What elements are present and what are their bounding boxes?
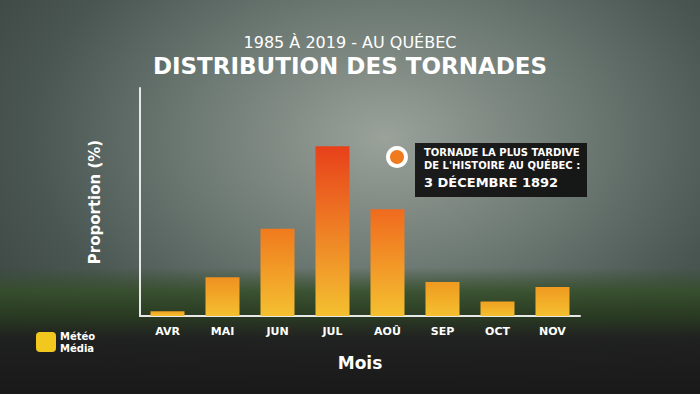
- svg-text:OCT: OCT: [485, 325, 510, 338]
- svg-text:Mois: Mois: [338, 353, 383, 373]
- svg-text:AVR: AVR: [155, 325, 180, 338]
- svg-text:DE L'HISTOIRE AU QUÉBEC :: DE L'HISTOIRE AU QUÉBEC :: [424, 159, 580, 171]
- svg-text:TORNADE LA PLUS TARDIVE: TORNADE LA PLUS TARDIVE: [424, 147, 580, 158]
- svg-text:MAI: MAI: [211, 325, 235, 338]
- svg-text:Proportion (%): Proportion (%): [86, 140, 104, 264]
- svg-text:1985 À 2019 - AU QUÉBEC: 1985 À 2019 - AU QUÉBEC: [244, 33, 457, 52]
- svg-text:JUN: JUN: [265, 325, 288, 338]
- svg-text:DISTRIBUTION DES TORNADES: DISTRIBUTION DES TORNADES: [153, 53, 547, 79]
- svg-text:JUL: JUL: [321, 325, 342, 338]
- svg-text:Média: Média: [60, 343, 94, 354]
- svg-text:3 DÉCEMBRE 1892: 3 DÉCEMBRE 1892: [424, 175, 558, 190]
- svg-text:AOÛ: AOÛ: [374, 325, 401, 338]
- svg-text:SEP: SEP: [431, 325, 455, 338]
- svg-text:Météo: Météo: [60, 331, 95, 342]
- svg-text:NOV: NOV: [539, 325, 566, 338]
